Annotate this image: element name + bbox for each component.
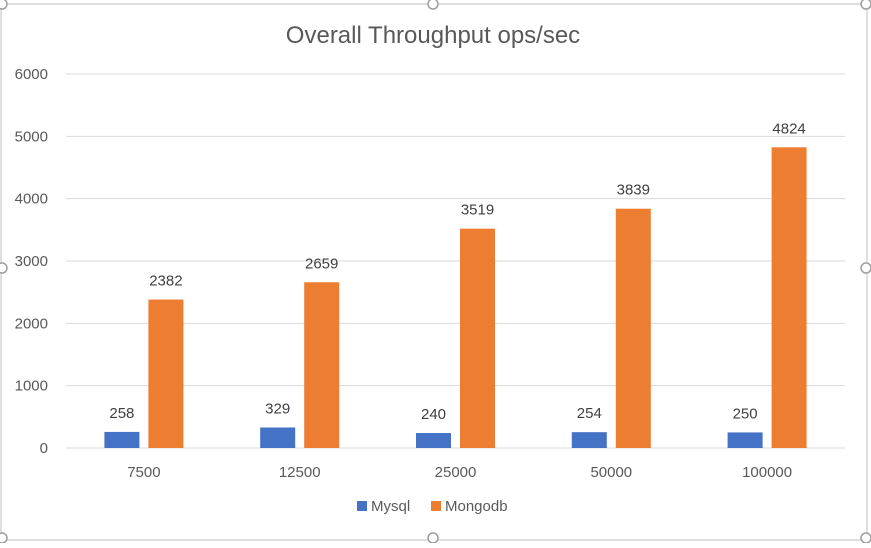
legend-swatch-mysql <box>357 501 367 511</box>
y-tick-label: 5000 <box>15 128 48 145</box>
bar-mongodb-7500[interactable] <box>148 299 184 448</box>
data-label-mysql: 250 <box>733 405 758 422</box>
y-tick-label: 3000 <box>15 253 48 270</box>
bar-mysql-50000[interactable] <box>571 432 607 448</box>
data-label-mongodb: 2382 <box>149 273 182 290</box>
x-axis-tick-labels: 7500 12500 25000 50000 100000 <box>127 464 792 481</box>
y-tick-label: 1000 <box>15 378 48 395</box>
bar-mongodb-50000[interactable] <box>615 208 651 448</box>
chart-border <box>0 3 868 541</box>
data-label-mysql: 329 <box>265 400 290 417</box>
resize-handle-bottom-right[interactable] <box>860 532 871 544</box>
resize-handle-top-left[interactable] <box>0 0 8 10</box>
y-axis-tick-labels: 0 1000 2000 3000 4000 5000 6000 <box>15 66 48 457</box>
bar-mongodb-25000[interactable] <box>460 228 495 448</box>
legend-swatch-mongodb <box>431 501 441 511</box>
bar-mysql-7500[interactable] <box>104 431 140 448</box>
bar-mysql-100000[interactable] <box>727 432 763 448</box>
bar-mongodb-12500[interactable] <box>304 282 340 448</box>
x-tick-label: 50000 <box>590 464 632 481</box>
bar-mongodb-100000[interactable] <box>771 147 807 448</box>
data-label-mysql: 254 <box>577 405 602 422</box>
resize-handle-top-right[interactable] <box>860 0 871 10</box>
gridlines <box>66 73 845 449</box>
data-label-mongodb: 3519 <box>461 202 494 219</box>
data-label-mongodb: 3839 <box>617 182 650 199</box>
chart-title[interactable]: Overall Throughput ops/sec <box>286 22 580 49</box>
y-tick-label: 0 <box>40 440 48 457</box>
data-label-mongodb: 2659 <box>305 255 338 272</box>
legend-label-mysql[interactable]: Mysql <box>371 498 410 515</box>
y-tick-label: 2000 <box>15 315 48 332</box>
resize-handle-bottom-left[interactable] <box>0 532 8 544</box>
data-label-mysql: 240 <box>421 406 446 423</box>
resize-handle-middle-left[interactable] <box>0 262 8 274</box>
bars <box>104 147 807 448</box>
x-tick-label: 12500 <box>279 464 321 481</box>
bar-mysql-12500[interactable] <box>260 427 296 448</box>
legend[interactable]: Mysql Mongodb <box>357 498 508 515</box>
resize-handle-middle-right[interactable] <box>860 262 871 274</box>
resize-handle-bottom-center[interactable] <box>427 532 439 544</box>
x-tick-label: 7500 <box>127 464 160 481</box>
data-labels: 258 2382 329 2659 240 3519 254 3839 250 4824 <box>109 120 805 423</box>
data-label-mongodb: 4824 <box>772 120 805 137</box>
resize-handle-top-center[interactable] <box>427 0 439 10</box>
y-tick-label: 6000 <box>15 66 48 83</box>
data-label-mysql: 258 <box>109 405 134 422</box>
x-tick-label: 25000 <box>435 464 477 481</box>
bar-mysql-25000[interactable] <box>416 433 451 448</box>
y-tick-label: 4000 <box>15 191 48 208</box>
x-tick-label: 100000 <box>742 464 792 481</box>
legend-label-mongodb[interactable]: Mongodb <box>445 498 508 515</box>
